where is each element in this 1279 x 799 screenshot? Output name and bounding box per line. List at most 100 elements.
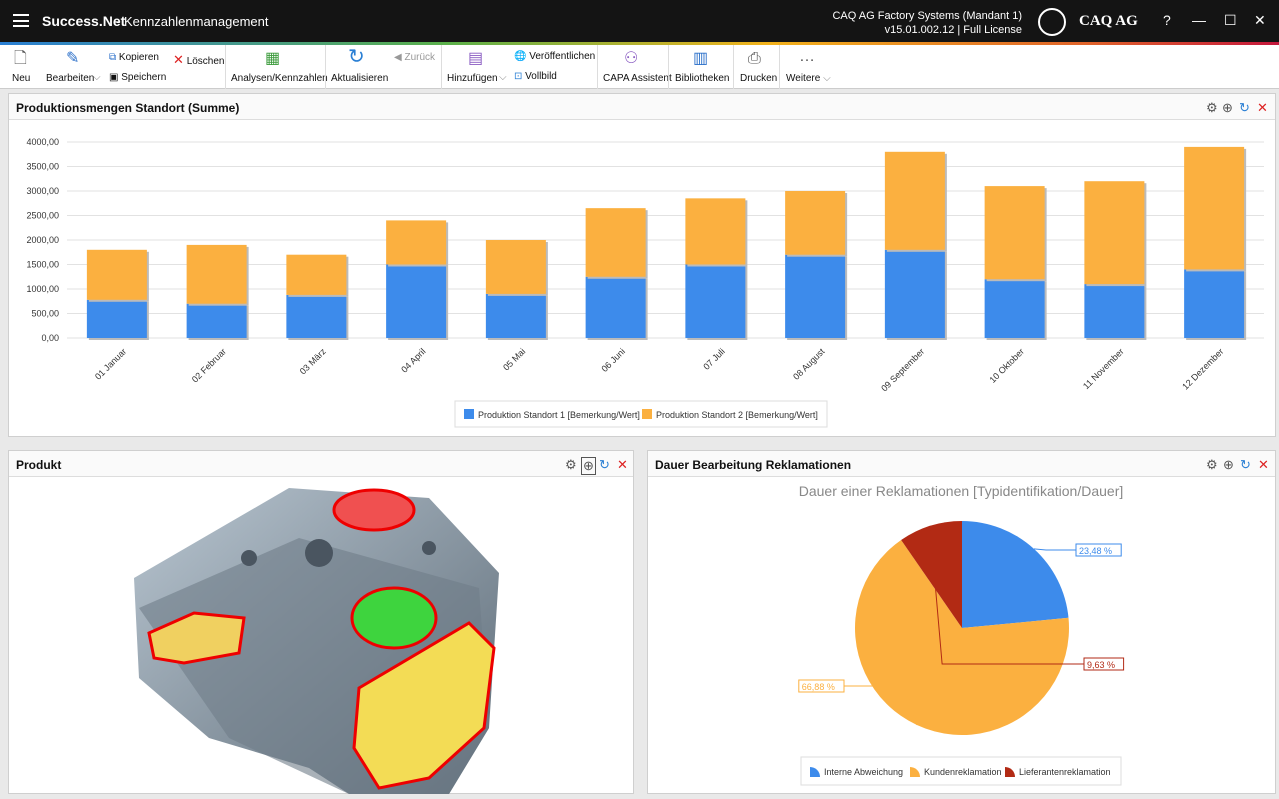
delete-button[interactable]: ✕ Löschen [173, 52, 225, 67]
refresh-icon[interactable]: ↻ [599, 457, 610, 472]
data-label-box [798, 679, 845, 693]
bar-segment [785, 254, 846, 338]
bar-segment [685, 198, 746, 265]
x-tick-label: 03 März [298, 346, 328, 376]
x-tick-label: 08 August [791, 346, 827, 382]
panel-title: Produkt [9, 451, 633, 477]
settings-icon[interactable]: ⚙ [565, 457, 577, 472]
legend-box [454, 400, 828, 428]
y-tick-label: 3000,00 [26, 186, 59, 196]
module-name: - Kennzahlenmanagement [116, 14, 269, 29]
bar-segment [984, 279, 1045, 338]
bar-segment [1184, 269, 1245, 338]
help-button[interactable]: ? [1163, 12, 1171, 28]
copy-icon: ⧉ [109, 52, 117, 63]
app-name: Success.Net [42, 13, 126, 29]
complaints-chart-panel: Dauer Bearbeitung Reklamationen ⚙ ⊕ ↻ ✕ … [647, 450, 1276, 794]
product-3d-image [134, 488, 499, 794]
zoom-icon[interactable]: ⊕ [1222, 100, 1233, 115]
save-button[interactable]: ▣ Speichern [109, 72, 167, 83]
fullscreen-icon: ⊡ [514, 71, 523, 82]
x-tick-label: 11 November [1081, 346, 1126, 391]
user-avatar-icon[interactable] [1038, 8, 1066, 36]
bar-segment [1084, 284, 1145, 338]
y-tick-label: 1500,00 [26, 260, 59, 270]
data-label: 23,48 % [1079, 546, 1112, 556]
library-icon: ▥ [693, 50, 709, 67]
legend-label: Kundenreklamation [924, 767, 1002, 777]
fullscreen-button[interactable]: ⊡ Vollbild [514, 71, 557, 82]
x-tick-label: 05 Mai [501, 346, 527, 372]
x-tick-label: 02 Februar [190, 346, 228, 384]
data-label-box [1083, 657, 1125, 671]
zoom-icon[interactable]: ⊕ [581, 457, 596, 475]
publish-button[interactable]: 🌐 Veröffentlichen [514, 51, 596, 62]
copy-button[interactable]: ⧉ Kopieren [109, 52, 159, 63]
x-tick-label: 07 Juli [701, 346, 726, 371]
bar-segment [186, 303, 247, 338]
panel-title: Produktionsmengen Standort (Summe) [9, 94, 1275, 120]
label-leader [844, 685, 918, 726]
globe-icon: 🌐 [514, 51, 527, 62]
capa-icon: ⚇ [624, 50, 639, 67]
instance-info: CAQ AG Factory Systems (Mandant 1) v15.01… [832, 10, 1022, 36]
close-icon[interactable]: ✕ [617, 457, 628, 472]
toolbar: 🗋 Neu ✎ Bearbeiten ⌵ ⧉ Kopieren ✕ Lösche… [0, 45, 1279, 89]
settings-icon[interactable]: ⚙ [1206, 457, 1218, 472]
refresh-icon[interactable]: ↻ [1240, 457, 1251, 472]
y-tick-label: 500,00 [31, 309, 59, 319]
bar-segment [485, 293, 546, 338]
new-button[interactable]: Neu [12, 73, 31, 84]
minimize-button[interactable]: — [1192, 12, 1206, 28]
y-tick-label: 4000,00 [26, 137, 59, 147]
label-leader [1033, 548, 1076, 551]
bar-segment [884, 249, 945, 338]
refresh-button[interactable]: Aktualisieren [331, 73, 389, 84]
bar-segment [685, 264, 746, 338]
bar-segment [1184, 146, 1245, 270]
title-bar: Success.Net - Kennzahlenmanagement CAQ A… [0, 0, 1279, 42]
y-tick-label: 3500,00 [26, 162, 59, 172]
settings-icon[interactable]: ⚙ [1206, 100, 1218, 115]
new-document-icon: 🗋 [14, 50, 27, 67]
data-label: 9,63 % [1087, 660, 1115, 670]
pie-slice [855, 540, 1069, 735]
bar-segment [386, 220, 447, 265]
bar-segment [585, 208, 646, 277]
close-button[interactable]: ✕ [1254, 12, 1266, 28]
bar-segment [386, 264, 447, 338]
y-tick-label: 2500,00 [26, 211, 59, 221]
y-tick-label: 1000,00 [26, 284, 59, 294]
maximize-button[interactable]: ☐ [1224, 12, 1237, 28]
back-button[interactable]: ◀ Zurück [394, 52, 436, 63]
legend-box [800, 756, 1122, 786]
more-button[interactable]: Weitere ⌵ [786, 73, 831, 84]
printer-icon: ⎙ [748, 50, 761, 67]
back-arrow-icon: ◀ [394, 52, 402, 63]
refresh-icon[interactable]: ↻ [1239, 100, 1250, 115]
print-button[interactable]: Drucken [740, 73, 778, 84]
edit-button[interactable]: Bearbeiten [46, 73, 95, 84]
x-tick-label: 04 April [399, 346, 427, 374]
analytics-icon: ▦ [265, 50, 281, 67]
label-leader [929, 525, 1084, 665]
panel-title: Dauer Bearbeitung Reklamationen [648, 451, 1275, 477]
libraries-button[interactable]: Bibliotheken [675, 73, 730, 84]
pie-slice [901, 521, 962, 628]
bar-segment [785, 191, 846, 255]
chevron-down-icon: ⌵ [823, 73, 831, 84]
menu-icon[interactable] [13, 14, 29, 27]
close-icon[interactable]: ✕ [1258, 457, 1269, 472]
more-icon: … [799, 48, 815, 65]
close-icon[interactable]: ✕ [1257, 100, 1268, 115]
legend-label: Produktion Standort 1 [Bemerkung/Wert] [478, 410, 640, 420]
chevron-down-icon: ⌵ [499, 72, 507, 83]
x-tick-label: 10 Oktober [987, 346, 1026, 385]
add-button[interactable]: Hinzufügen [447, 73, 498, 84]
analyses-button[interactable]: Analysen/Kennzahlen [231, 73, 328, 84]
capa-button[interactable]: CAPA Assistent [603, 73, 672, 84]
bar-segment [286, 254, 347, 295]
legend-label: Produktion Standort 2 [Bemerkung/Wert] [656, 410, 818, 420]
bar-segment [186, 244, 247, 304]
zoom-icon[interactable]: ⊕ [1223, 457, 1234, 472]
